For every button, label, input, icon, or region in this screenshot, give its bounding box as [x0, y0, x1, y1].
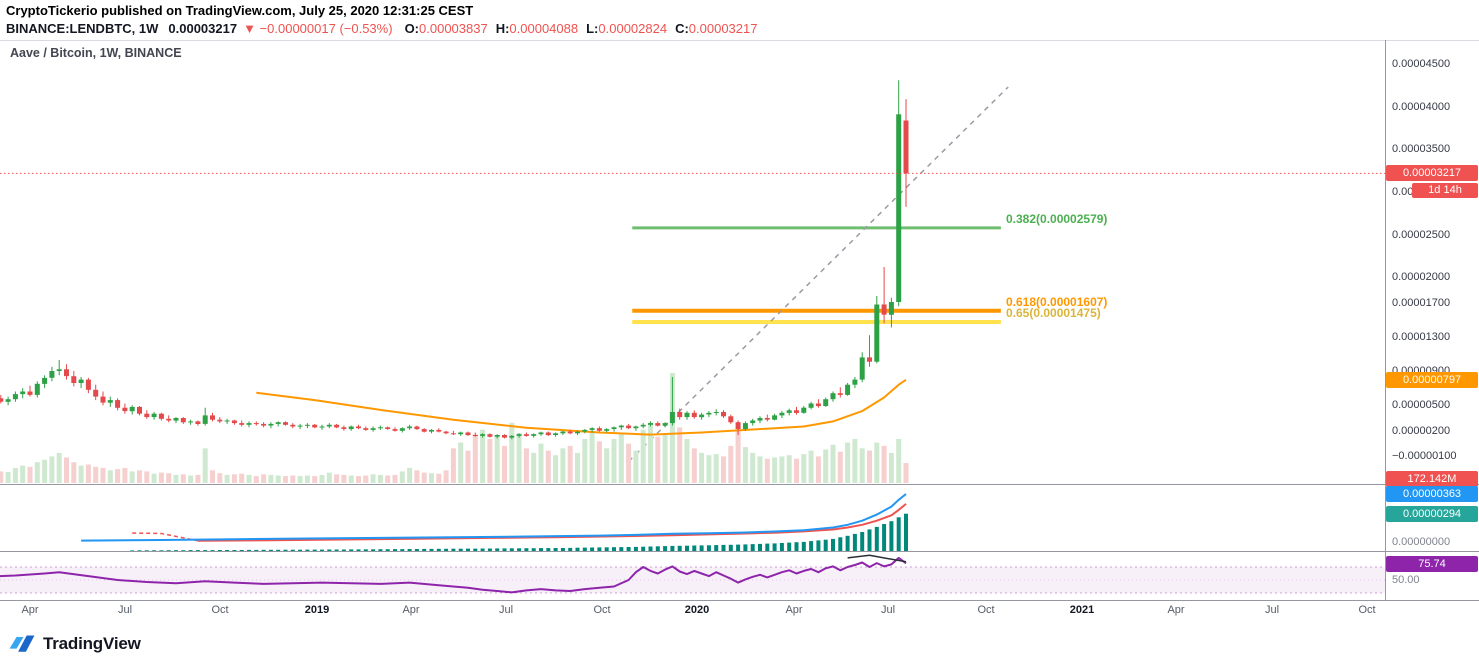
time-axis-month-label: Apr	[1167, 604, 1185, 616]
time-axis-year-label: 2019	[304, 604, 330, 616]
publisher-name: CryptoTickerio	[6, 3, 98, 18]
time-axis-month-label: Oct	[593, 604, 611, 616]
price-axis-label: 0.00004000	[1392, 101, 1451, 113]
candlestick-series	[0, 80, 909, 440]
time-axis-month-label: Jul	[117, 604, 133, 616]
ma-line	[256, 378, 907, 436]
last-price-text: 0.00003217	[168, 21, 238, 36]
fib-0382-label: 0.382(0.00002579)	[1006, 212, 1108, 226]
current-price-badge: 0.00003217	[1386, 165, 1478, 181]
ohlc-values: O:0.00003837 H:0.00004088 L:0.00002824 C:0.…	[397, 21, 758, 36]
price-axis-label: −0.00000100	[1392, 450, 1457, 462]
tradingview-logo-text: TradingView	[43, 634, 141, 653]
ohlc-value: 0.00003217	[688, 21, 758, 36]
time-axis-month-label: Oct	[977, 604, 995, 616]
publish-header: CryptoTickerio published on TradingView.…	[6, 3, 473, 18]
indicator-teal-value-badge: 0.00000294	[1386, 506, 1478, 522]
publish-info: published on TradingView.com, July 25, 2…	[97, 3, 474, 18]
bar-close-countdown-badge: 1d 14h	[1412, 183, 1478, 198]
symbol-info-bar: BINANCE:LENDBTC, 1W 0.00003217 ▼ −0.000000…	[6, 21, 757, 36]
ohlc-label: O:	[404, 21, 420, 36]
time-axis-year-label: 2020	[684, 604, 710, 616]
fib-0618-label: 0.618(0.00001607)	[1006, 295, 1108, 309]
ohlc-label: L:	[586, 21, 599, 36]
rsi-value-badge: 75.74	[1386, 556, 1478, 572]
ohlc-value: 0.00002824	[598, 21, 668, 36]
rsi-mid-label: 50.00	[1392, 574, 1420, 586]
price-axis-label: 0.00002500	[1392, 229, 1451, 241]
ohlc-label: H:	[495, 21, 510, 36]
time-axis-month-label: Oct	[211, 604, 229, 616]
rsi-indicator	[0, 554, 907, 594]
indicator-blue-value-badge: 0.00000363	[1386, 486, 1478, 502]
time-axis-month-label: Apr	[785, 604, 803, 616]
volume-series	[0, 373, 909, 483]
price-axis-label: 0.00003500	[1392, 143, 1451, 155]
time-axis-month-label: Jul	[498, 604, 514, 616]
price-axis-label: 0.00000200	[1392, 425, 1451, 437]
price-change-text: ▼ −0.00000017 (−0.53%)	[243, 21, 393, 36]
fib-lines	[632, 226, 1001, 325]
chart-legend: Aave / Bitcoin, 1W, BINANCE	[10, 46, 182, 60]
price-axis-label: 0.00004500	[1392, 58, 1451, 70]
tradingview-logo-icon	[9, 635, 35, 652]
indicator-zero-label: 0.00000000	[1392, 536, 1451, 548]
trend-line	[628, 86, 1009, 463]
price-axis-label: 0.00001700	[1392, 297, 1451, 309]
volume-value-badge: 172.142M	[1386, 471, 1478, 487]
pane2-indicator	[81, 493, 908, 551]
ohlc-label: C:	[675, 21, 689, 36]
time-axis-month-label: Apr	[402, 604, 420, 616]
ohlc-value: 0.00004088	[509, 21, 579, 36]
ma-value-badge: 0.00000797	[1386, 372, 1478, 388]
symbol-title: BINANCE:LENDBTC, 1W	[6, 21, 159, 36]
price-axis-label: 0.00000500	[1392, 399, 1451, 411]
price-axis-label: 0.00001300	[1392, 331, 1451, 343]
time-axis-month-label: Apr	[21, 604, 39, 616]
time-axis-month-label: Jul	[880, 604, 896, 616]
fib-065-label: 0.65(0.00001475)	[1006, 306, 1101, 320]
time-axis-month-label: Jul	[1264, 604, 1280, 616]
price-axis-label: 0.00002000	[1392, 271, 1451, 283]
time-axis-year-label: 2021	[1069, 604, 1095, 616]
tradingview-logo[interactable]: TradingView	[8, 633, 141, 655]
time-axis-month-label: Oct	[1358, 604, 1376, 616]
pane-separators	[0, 40, 1479, 601]
ohlc-value: 0.00003837	[419, 21, 488, 36]
